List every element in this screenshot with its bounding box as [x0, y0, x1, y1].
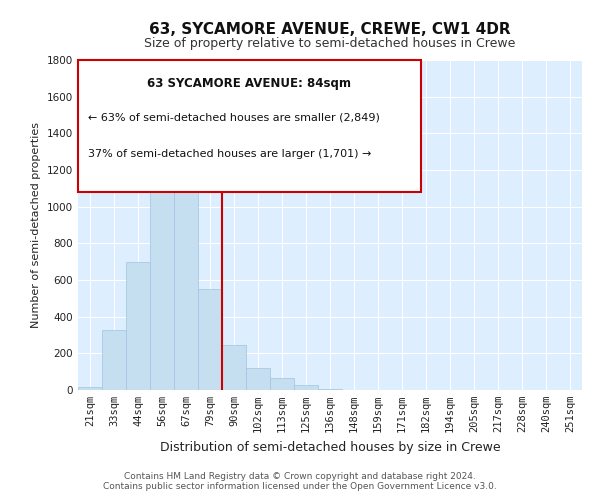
- Bar: [270, 378, 294, 390]
- Bar: [174, 183, 198, 390]
- Bar: [246, 368, 270, 390]
- Text: 63 SYCAMORE AVENUE: 84sqm: 63 SYCAMORE AVENUE: 84sqm: [148, 76, 352, 90]
- FancyBboxPatch shape: [78, 60, 421, 192]
- Bar: [318, 389, 342, 390]
- Bar: [222, 345, 246, 390]
- Text: ← 63% of semi-detached houses are smaller (2,849): ← 63% of semi-detached houses are smalle…: [88, 113, 380, 123]
- Y-axis label: Number of semi-detached properties: Number of semi-detached properties: [31, 122, 41, 328]
- Text: 37% of semi-detached houses are larger (1,701) →: 37% of semi-detached houses are larger (…: [88, 149, 371, 159]
- Bar: [294, 386, 318, 390]
- Bar: [102, 330, 126, 390]
- Text: Contains public sector information licensed under the Open Government Licence v3: Contains public sector information licen…: [103, 482, 497, 491]
- Bar: [126, 262, 150, 390]
- Bar: [78, 387, 102, 390]
- Text: Size of property relative to semi-detached houses in Crewe: Size of property relative to semi-detach…: [145, 38, 515, 51]
- Bar: [198, 289, 222, 390]
- Text: 63, SYCAMORE AVENUE, CREWE, CW1 4DR: 63, SYCAMORE AVENUE, CREWE, CW1 4DR: [149, 22, 511, 38]
- Bar: [150, 144, 174, 390]
- X-axis label: Distribution of semi-detached houses by size in Crewe: Distribution of semi-detached houses by …: [160, 440, 500, 454]
- Text: Contains HM Land Registry data © Crown copyright and database right 2024.: Contains HM Land Registry data © Crown c…: [124, 472, 476, 481]
